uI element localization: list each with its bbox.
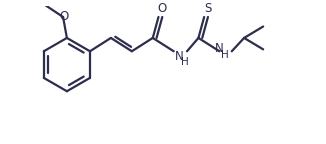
Text: N: N [175, 50, 184, 62]
Text: H: H [221, 50, 229, 60]
Text: N: N [215, 42, 224, 55]
Text: O: O [59, 10, 69, 23]
Text: H: H [181, 57, 189, 67]
Text: S: S [204, 2, 212, 15]
Text: O: O [158, 2, 167, 15]
